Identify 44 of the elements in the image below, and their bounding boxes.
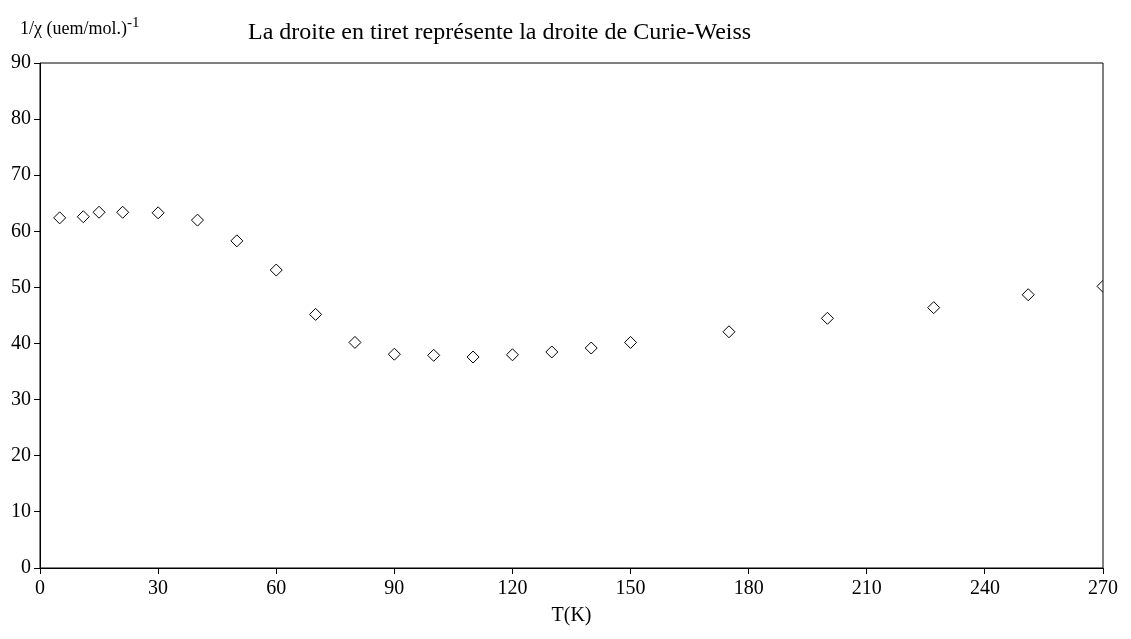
y-axis-title: 1/χ (uem/mol.)$^{-1}$ [20,14,140,39]
point [466,350,480,364]
point [309,307,323,321]
point [820,311,834,325]
y-tick-label: 0 [21,555,31,578]
y-tick-label: 40 [11,330,31,353]
point [116,205,130,219]
chart-title: La droite en tiret représente la droite de Curie-Weiss [248,18,752,45]
y-tick-label: 10 [11,499,31,522]
point [190,213,204,227]
x-tick-label: 150 [615,576,646,599]
y-tick-label: 50 [11,274,31,297]
point [151,206,165,220]
point [545,345,559,359]
point [230,234,244,248]
point [76,210,90,224]
point [722,325,736,339]
point [53,211,67,225]
point [1021,288,1035,302]
x-tick-label: 0 [35,576,45,599]
y-tick-label: 60 [11,218,31,241]
y-tick-label: 90 [11,50,31,73]
point [348,335,362,349]
point [624,335,638,349]
point [427,348,441,362]
x-tick-label: 120 [497,576,528,599]
point [927,301,941,315]
y-tick-label: 20 [11,443,31,466]
y-tick-label: 80 [11,106,31,129]
x-tick-label: 60 [266,576,287,599]
x-tick-label: 270 [1088,576,1118,599]
point [584,341,598,355]
x-tick-label: 180 [733,576,764,599]
point [505,348,519,362]
x-tick-label: 240 [969,576,1000,599]
y-tick-label: 70 [11,162,31,185]
x-tick-label: 210 [851,576,882,599]
x-tick-label: 90 [384,576,405,599]
point [387,347,401,361]
point [269,263,283,277]
y-tick-label: 30 [11,386,31,409]
x-axis-title: T(K) [551,603,592,627]
point [92,205,106,219]
x-tick-label: 30 [148,576,169,599]
